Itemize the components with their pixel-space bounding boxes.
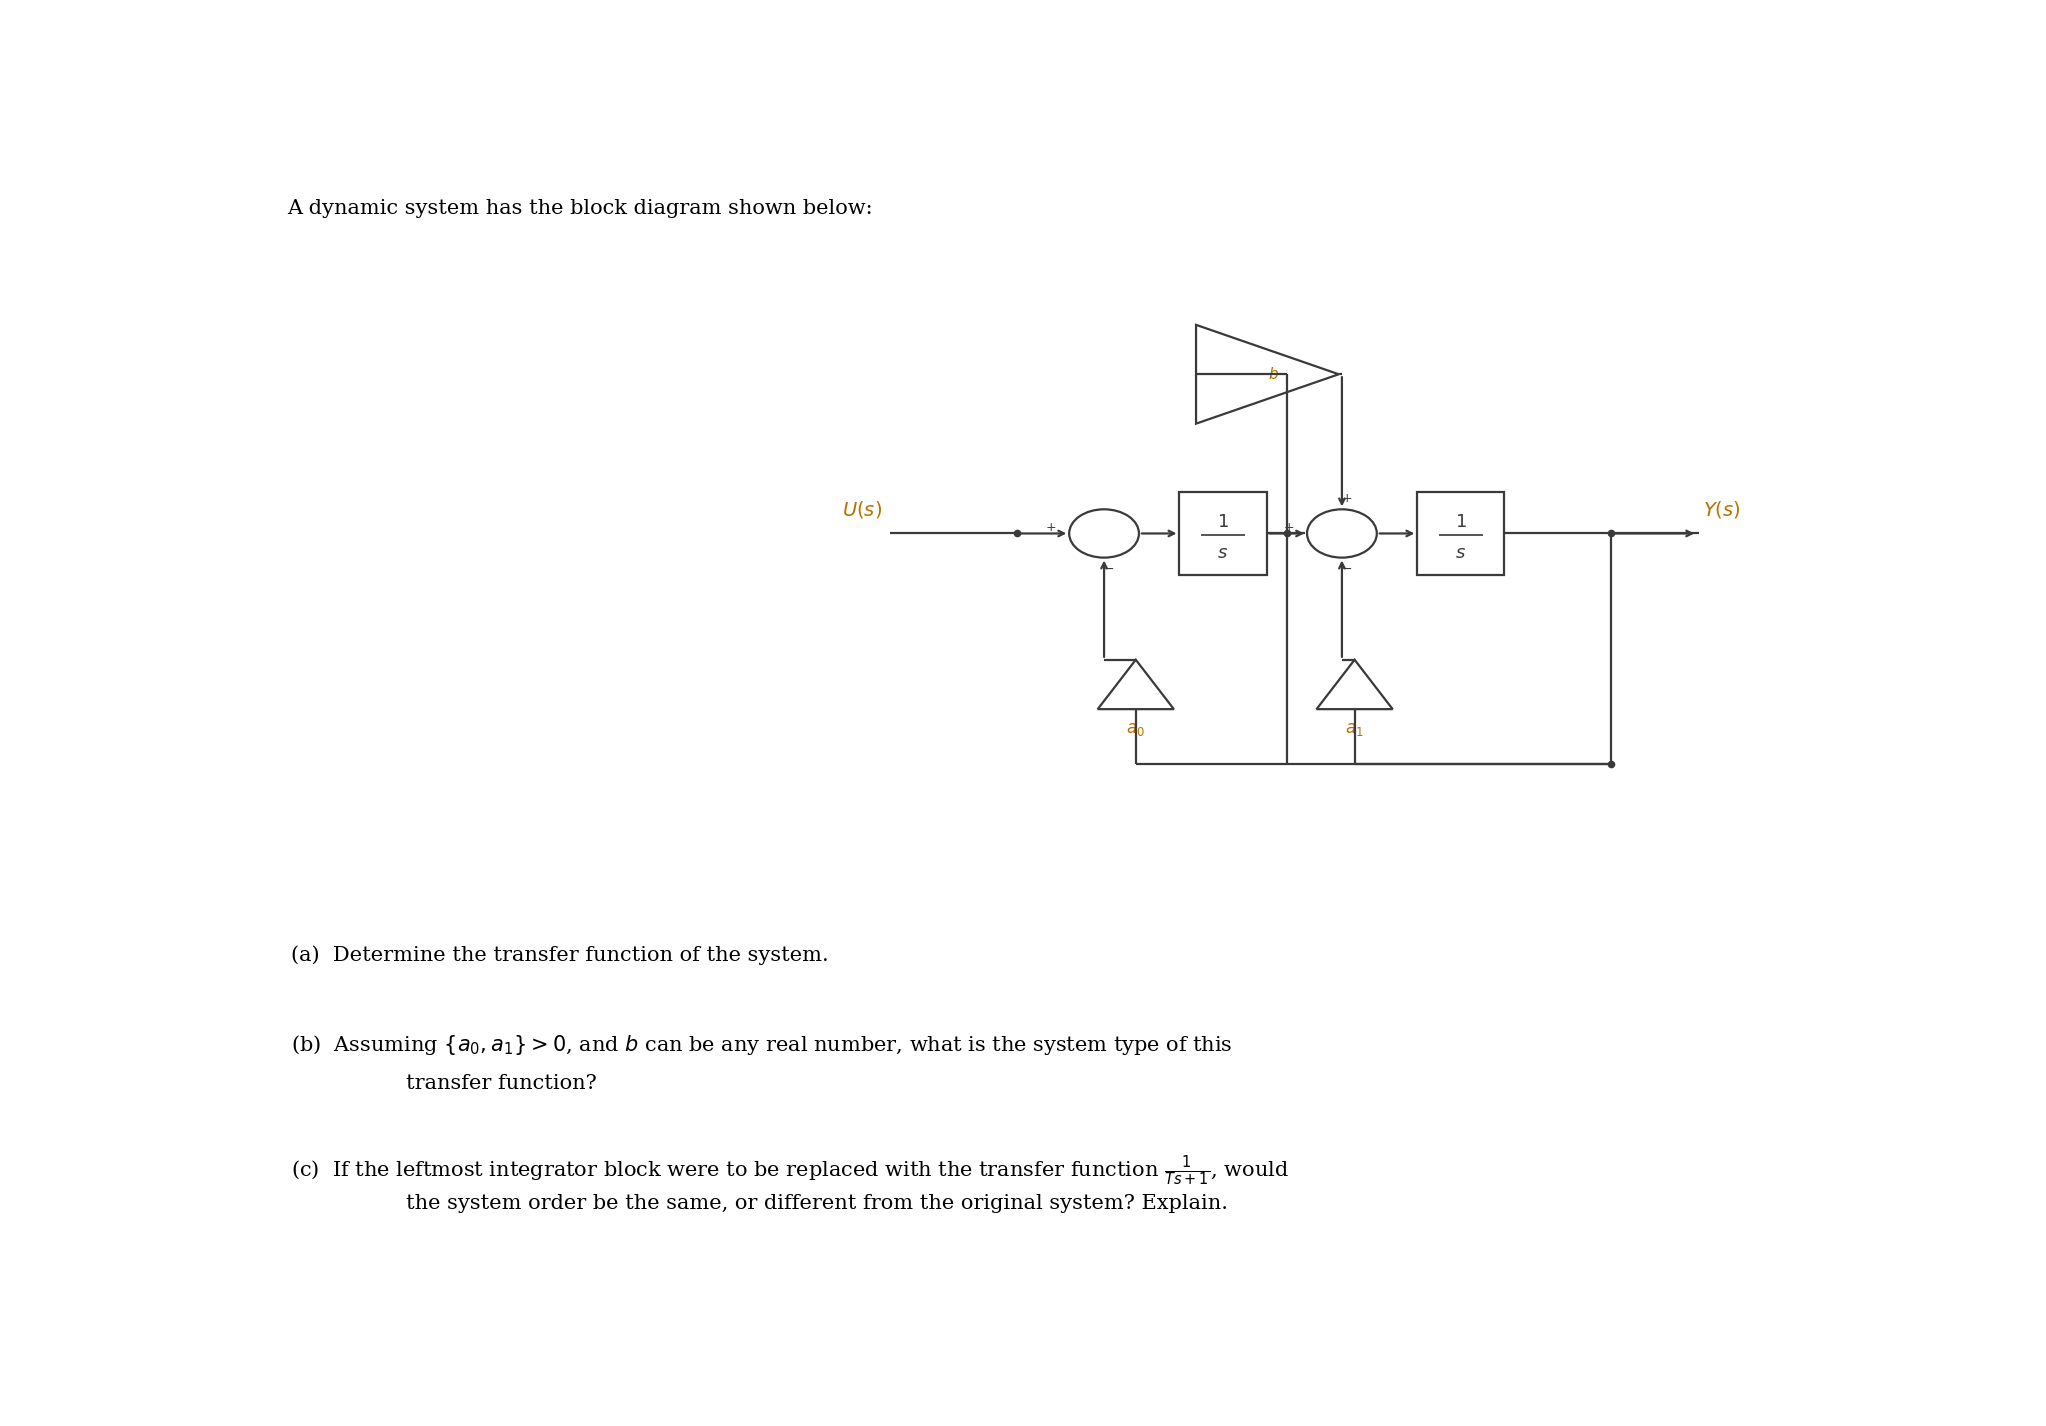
Text: $+$: $+$	[1046, 522, 1056, 535]
Text: $s$: $s$	[1217, 545, 1228, 562]
Text: (a)  Determine the transfer function of the system.: (a) Determine the transfer function of t…	[291, 945, 829, 965]
Text: $-$: $-$	[1103, 562, 1115, 575]
Text: $Y(s)$: $Y(s)$	[1704, 499, 1741, 520]
Text: $-$: $-$	[1340, 562, 1352, 575]
Text: $U(s)$: $U(s)$	[843, 499, 882, 520]
Text: $1$: $1$	[1455, 513, 1467, 532]
Text: A dynamic system has the block diagram shown below:: A dynamic system has the block diagram s…	[286, 198, 874, 218]
Text: (b)  Assuming $\{a_0, a_1\} > 0$, and $b$ can be any real number, what is the sy: (b) Assuming $\{a_0, a_1\} > 0$, and $b$…	[291, 1032, 1232, 1057]
Text: $+$: $+$	[1283, 522, 1295, 535]
Text: $a_0$: $a_0$	[1127, 720, 1146, 739]
Bar	[1418, 492, 1504, 575]
Text: $b$: $b$	[1269, 366, 1279, 382]
Text: (c)  If the leftmost integrator block were to be replaced with the transfer func: (c) If the leftmost integrator block wer…	[291, 1154, 1289, 1188]
Bar	[1178, 492, 1266, 575]
Text: $a_1$: $a_1$	[1346, 720, 1365, 739]
Text: transfer function?: transfer function?	[407, 1074, 597, 1092]
Text: $s$: $s$	[1455, 545, 1467, 562]
Text: $+$: $+$	[1340, 492, 1352, 505]
Text: $1$: $1$	[1217, 513, 1230, 532]
Text: the system order be the same, or different from the original system? Explain.: the system order be the same, or differe…	[407, 1195, 1228, 1214]
